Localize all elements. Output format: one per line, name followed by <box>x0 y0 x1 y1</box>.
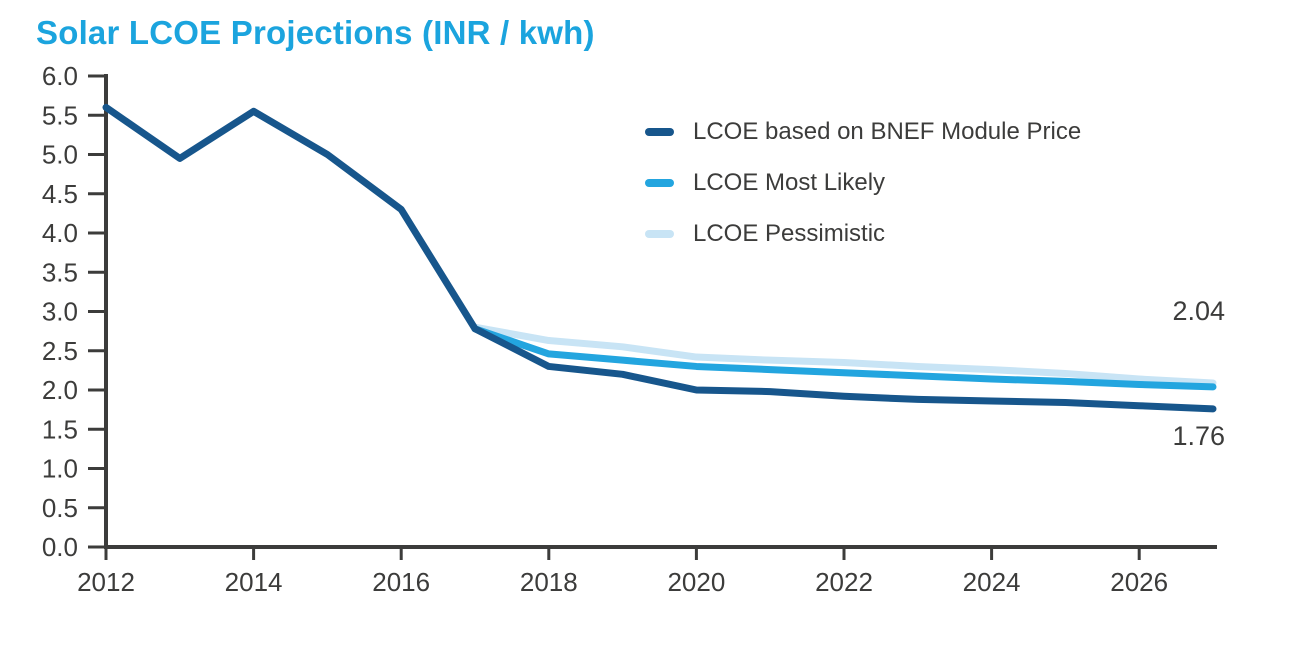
legend-item-most-likely: LCOE Most Likely <box>645 157 1081 208</box>
y-tick-label: 0.0 <box>42 532 78 562</box>
x-tick-label: 2024 <box>963 567 1021 597</box>
y-tick-label: 5.5 <box>42 100 78 130</box>
legend-item-bnef: LCOE based on BNEF Module Price <box>645 106 1081 157</box>
y-tick-label: 2.5 <box>42 336 78 366</box>
x-tick-label: 2022 <box>815 567 873 597</box>
legend-swatch-most-likely-icon <box>645 178 674 187</box>
x-tick-label: 2014 <box>225 567 283 597</box>
y-tick-label: 0.5 <box>42 493 78 523</box>
x-tick-label: 2016 <box>372 567 430 597</box>
y-tick-label: 4.5 <box>42 179 78 209</box>
y-tick-label: 1.5 <box>42 414 78 444</box>
series-line-1 <box>471 325 1217 391</box>
series-line-2 <box>471 323 1217 387</box>
y-tick-label: 3.5 <box>42 257 78 287</box>
x-tick-label: 2020 <box>667 567 725 597</box>
legend-label-bnef: LCOE based on BNEF Module Price <box>693 117 1082 145</box>
series-line-0 <box>102 103 1217 413</box>
legend-item-pessimistic: LCOE Pessimistic <box>645 208 1081 259</box>
y-tick-label: 3.0 <box>42 297 78 327</box>
y-tick-label: 5.0 <box>42 140 78 170</box>
y-tick-label: 1.0 <box>42 454 78 484</box>
chart-title: Solar LCOE Projections (INR / kwh) <box>36 14 595 51</box>
legend-label-most-likely: LCOE Most Likely <box>693 168 886 196</box>
x-tick-label: 2012 <box>77 567 135 597</box>
chart-legend: LCOE based on BNEF Module Price LCOE Mos… <box>645 106 1081 259</box>
y-tick-label: 2.0 <box>42 375 78 405</box>
y-tick-label: 4.0 <box>42 218 78 248</box>
legend-swatch-pessimistic-icon <box>645 229 674 238</box>
legend-swatch-bnef-icon <box>645 127 674 136</box>
x-tick-label: 2018 <box>520 567 578 597</box>
data-label-bnef-2027: 1.76 <box>1172 421 1225 451</box>
y-tick-label: 6.0 <box>42 61 78 91</box>
legend-label-pessimistic: LCOE Pessimistic <box>693 219 886 247</box>
x-tick-label: 2026 <box>1110 567 1168 597</box>
data-label-most-likely-2027: 2.04 <box>1172 296 1225 326</box>
